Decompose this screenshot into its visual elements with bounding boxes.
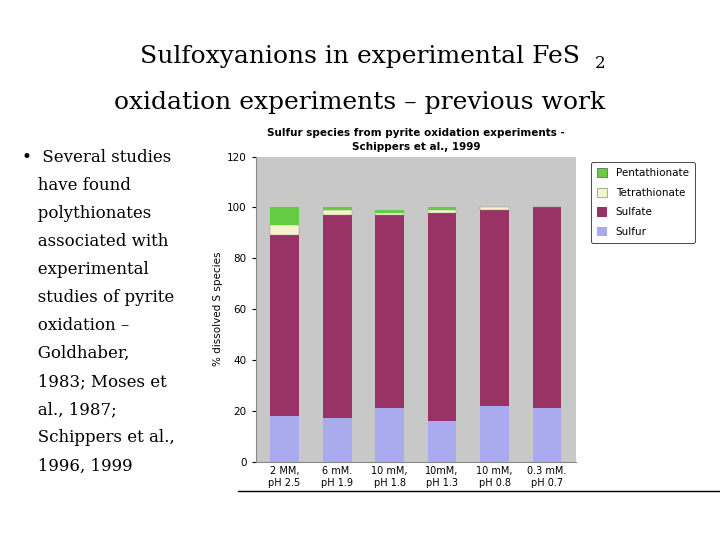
Text: associated with: associated with bbox=[22, 233, 168, 249]
Bar bbox=[375, 213, 404, 215]
Bar bbox=[323, 210, 351, 215]
Text: 1983; Moses et: 1983; Moses et bbox=[22, 373, 166, 390]
Bar bbox=[323, 207, 351, 210]
Text: have found: have found bbox=[22, 177, 130, 193]
Bar bbox=[375, 408, 404, 462]
Bar bbox=[428, 421, 456, 462]
Bar bbox=[428, 207, 456, 210]
Text: 1996, 1999: 1996, 1999 bbox=[22, 457, 132, 474]
Text: polythionates: polythionates bbox=[22, 205, 151, 221]
Bar bbox=[533, 408, 562, 462]
Bar bbox=[323, 418, 351, 462]
Bar bbox=[375, 210, 404, 213]
Bar bbox=[270, 225, 299, 235]
Bar bbox=[270, 207, 299, 225]
Text: oxidation experiments – previous work: oxidation experiments – previous work bbox=[114, 91, 606, 114]
Bar bbox=[480, 207, 509, 210]
Text: Goldhaber,: Goldhaber, bbox=[22, 345, 129, 362]
Text: Sulfoxyanions in experimental FeS: Sulfoxyanions in experimental FeS bbox=[140, 45, 580, 68]
Bar bbox=[533, 207, 562, 408]
Text: 2: 2 bbox=[595, 55, 606, 72]
Bar bbox=[428, 210, 456, 213]
Bar bbox=[428, 213, 456, 421]
Bar bbox=[375, 215, 404, 408]
Text: al., 1987;: al., 1987; bbox=[22, 401, 116, 418]
Bar bbox=[270, 416, 299, 462]
Bar bbox=[480, 406, 509, 462]
Bar bbox=[480, 210, 509, 406]
Title: Sulfur species from pyrite oxidation experiments -
Schippers et al., 1999: Sulfur species from pyrite oxidation exp… bbox=[267, 129, 564, 152]
Bar bbox=[323, 215, 351, 418]
Text: Schippers et al.,: Schippers et al., bbox=[22, 429, 174, 446]
Y-axis label: % dissolved S species: % dissolved S species bbox=[212, 252, 222, 367]
Bar bbox=[270, 235, 299, 416]
Text: oxidation –: oxidation – bbox=[22, 317, 129, 334]
Legend: Pentathionate, Tetrathionate, Sulfate, Sulfur: Pentathionate, Tetrathionate, Sulfate, S… bbox=[591, 162, 695, 244]
Text: •  Several studies: • Several studies bbox=[22, 148, 171, 165]
Text: experimental: experimental bbox=[22, 261, 148, 278]
Text: studies of pyrite: studies of pyrite bbox=[22, 289, 174, 306]
